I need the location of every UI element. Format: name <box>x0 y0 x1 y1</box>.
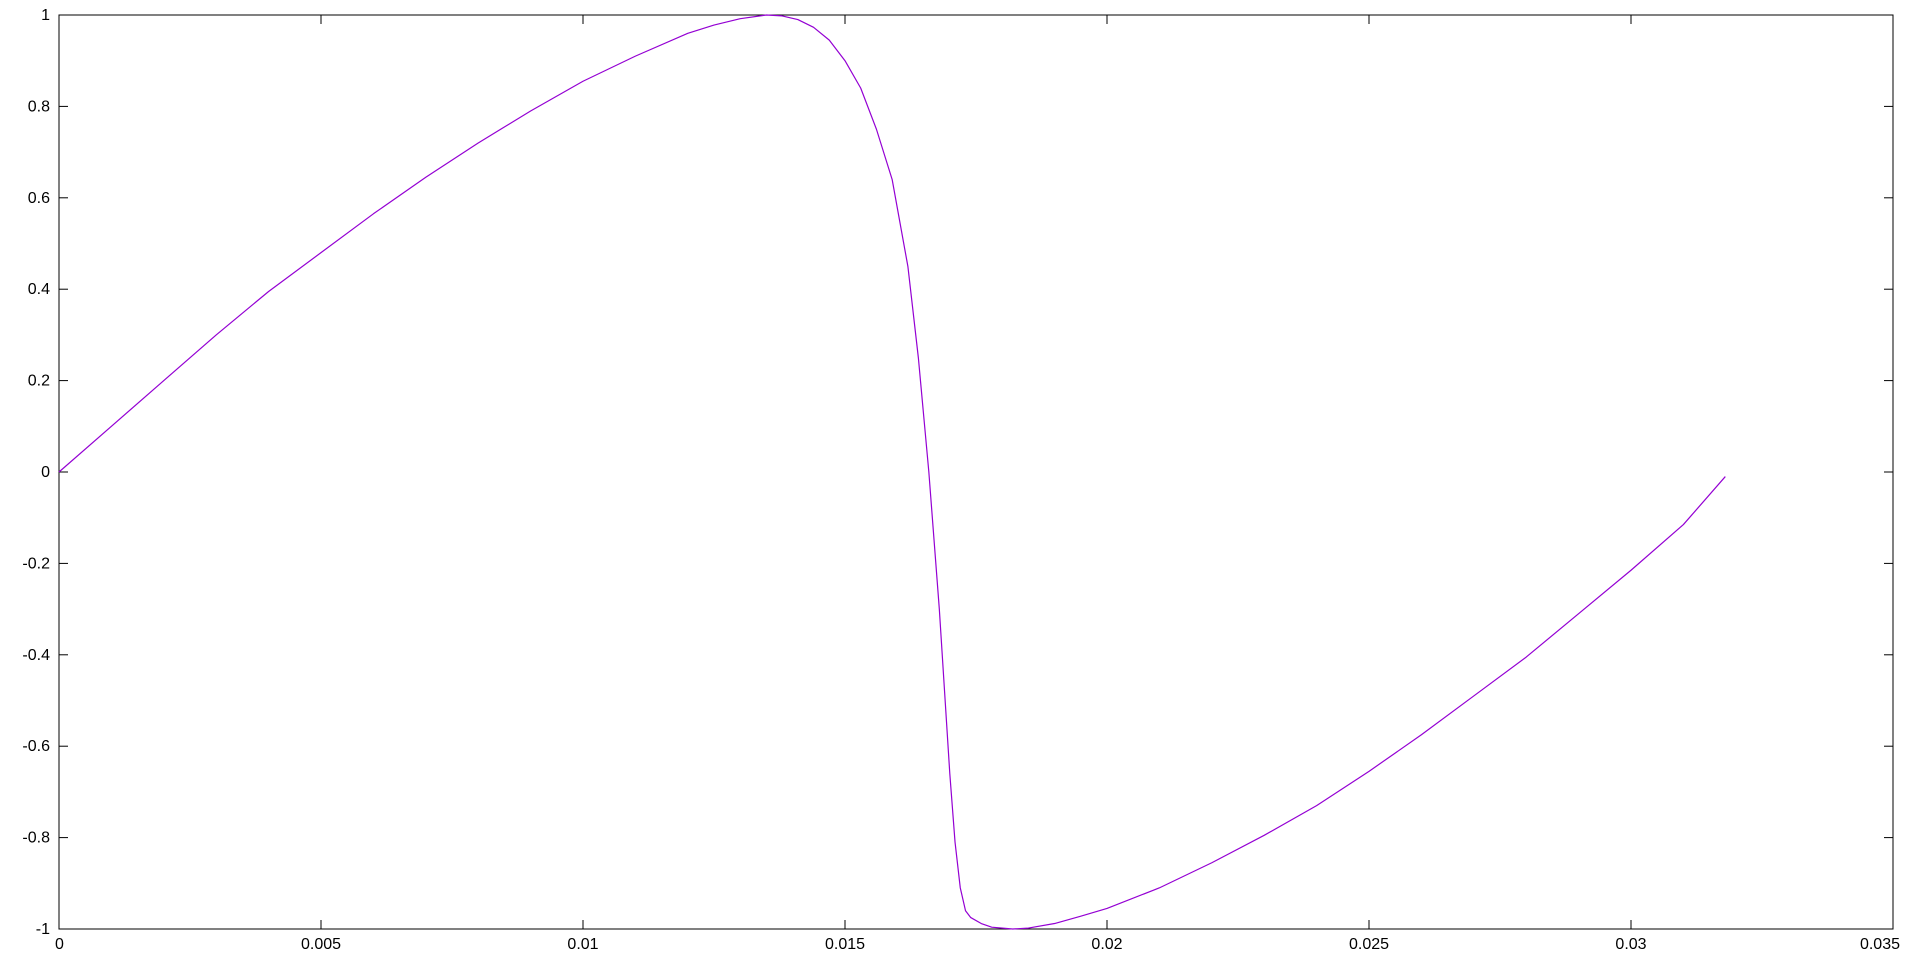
series-line-waveform <box>58 14 1726 930</box>
y-tick-label: 0.8 <box>28 98 50 115</box>
y-tick-label: 0.4 <box>28 281 50 298</box>
x-tick-label: 0 <box>55 936 64 953</box>
plot-series <box>58 14 1726 930</box>
x-tick-label: 0.015 <box>825 936 865 953</box>
y-tick-label: -0.4 <box>22 647 50 664</box>
x-axis: 0 0.005 0.01 0.015 0.02 0.025 0.03 0.035 <box>55 15 1900 953</box>
y-tick-label: 0.2 <box>28 373 50 390</box>
y-tick-label: 1 <box>41 7 50 24</box>
y-tick-label: -0.8 <box>22 830 50 847</box>
x-tick-label: 0.02 <box>1091 936 1122 953</box>
y-tick-label: 0.6 <box>28 190 50 207</box>
y-tick-label: -0.2 <box>22 555 50 572</box>
y-tick-label: -1 <box>36 921 50 938</box>
y-tick-label: 0 <box>41 464 50 481</box>
y-tick-label: -0.6 <box>22 738 50 755</box>
x-tick-label: 0.025 <box>1349 936 1389 953</box>
y-axis: 1 0.8 0.6 0.4 0.2 0 -0.2 -0.4 -0.6 -0.8 -1 <box>22 7 1893 938</box>
plot-frame <box>58 14 1894 930</box>
x-tick-label: 0.01 <box>567 936 598 953</box>
x-tick-label: 0.03 <box>1615 936 1646 953</box>
x-tick-label: 0.035 <box>1860 936 1900 953</box>
x-tick-label: 0.005 <box>301 936 341 953</box>
